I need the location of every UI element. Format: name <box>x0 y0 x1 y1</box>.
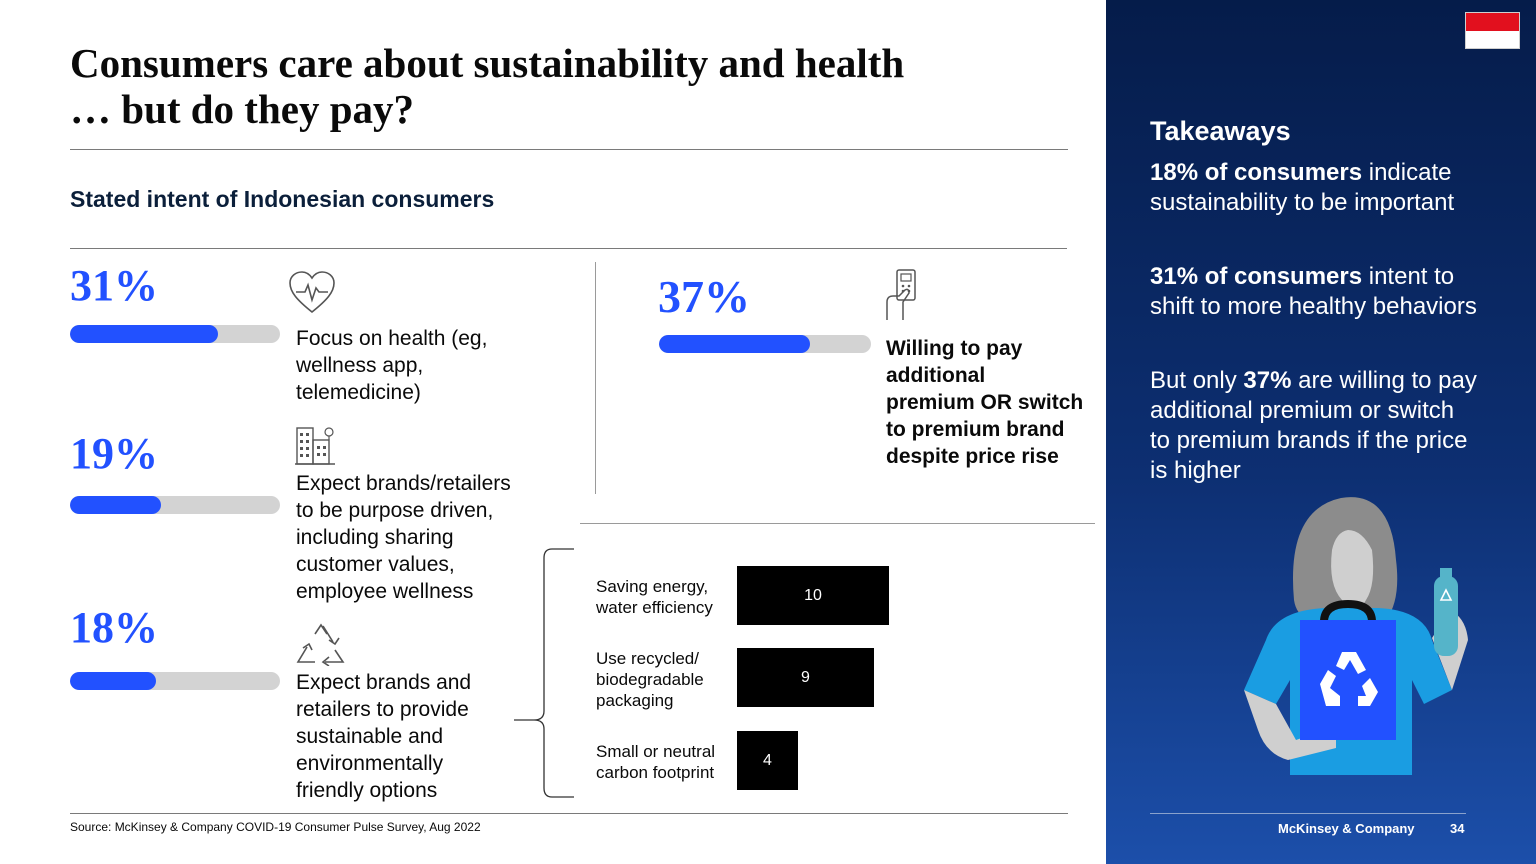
stat-purpose-bar <box>70 496 280 514</box>
willing-percent: 37% <box>658 271 750 322</box>
recycle-icon <box>296 623 345 666</box>
title-line-1: Consumers care about sustainability and … <box>70 40 905 86</box>
takeaways-title: Takeaways <box>1150 116 1291 146</box>
payment-terminal-icon <box>886 269 916 320</box>
buildings-icon <box>295 427 335 465</box>
stat-health-bar <box>70 325 280 343</box>
bar-packaging: 9 <box>737 648 874 707</box>
shopper-illustration <box>1244 497 1468 775</box>
title-divider <box>70 149 1068 150</box>
stat-health-text: Focus on health (eg, wellness app, telem… <box>296 327 488 404</box>
takeaway-2: 31% of consumers intent to shift to more… <box>1150 263 1477 320</box>
title-line-2: … but do they pay? <box>70 86 415 132</box>
subtitle-divider <box>70 248 1067 249</box>
stat-sustainable-text: Expect brands and retailers to provide s… <box>296 671 472 802</box>
stat-sustainable-bar-fill <box>70 672 156 690</box>
page-number: 34 <box>1450 821 1465 836</box>
heart-pulse-icon <box>289 271 335 314</box>
stat-sustainable-bar <box>70 672 280 690</box>
chart-top-divider <box>580 523 1095 524</box>
bar-label-carbon: Small or neutral carbon footprint <box>596 742 716 782</box>
source-note: Source: McKinsey & Company COVID-19 Cons… <box>70 820 481 834</box>
bar-carbon: 4 <box>737 731 798 790</box>
panel-footer-divider <box>1150 813 1466 814</box>
stat-sustainable-percent: 18% <box>70 603 158 652</box>
page-title: Consumers care about sustainability and … <box>70 40 1080 132</box>
column-divider <box>595 262 596 494</box>
willing-text: Willing to pay additional premium OR swi… <box>886 337 1084 468</box>
takeaway-3: But only 37% are willing to pay addition… <box>1150 367 1477 484</box>
stat-health-bar-fill <box>70 325 218 343</box>
stat-purpose-text: Expect brands/retailers to be purpose dr… <box>296 472 511 603</box>
takeaway-1: 18% of consumers indicate sustainability… <box>1150 159 1455 216</box>
indonesia-flag-icon <box>1465 12 1520 49</box>
stat-purpose-bar-fill <box>70 496 161 514</box>
bracket-connector <box>514 548 574 798</box>
section-subtitle: Stated intent of Indonesian consumers <box>70 186 495 212</box>
bar-label-packaging: Use recycled/ biodegradable packaging <box>596 649 704 710</box>
stat-purpose-percent: 19% <box>70 429 158 478</box>
stat-health-percent: 31% <box>70 261 158 310</box>
bar-energy: 10 <box>737 566 889 625</box>
willing-bar <box>659 335 871 353</box>
footer-divider <box>70 813 1068 814</box>
willing-bar-fill <box>659 335 810 353</box>
bar-label-energy: Saving energy, water efficiency <box>596 577 713 617</box>
brand-name: McKinsey & Company <box>1278 821 1415 836</box>
